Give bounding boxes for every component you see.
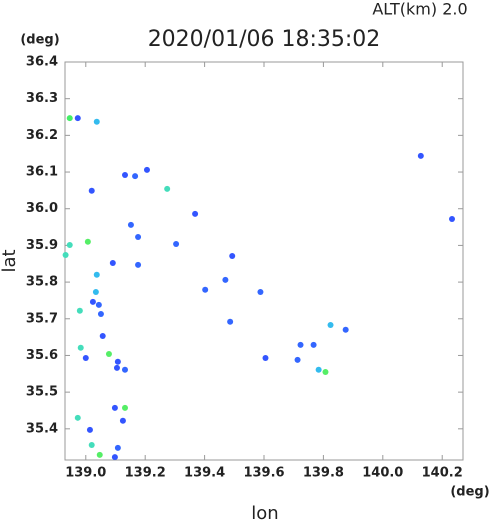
echo-point: [121, 366, 128, 373]
x-tick-label: 140.2: [422, 466, 463, 481]
echo-point: [192, 210, 199, 217]
echo-point: [66, 115, 73, 122]
echo-point: [114, 358, 121, 365]
echo-point: [297, 341, 304, 348]
x-tick-label: 139.4: [184, 466, 225, 481]
echo-point: [96, 451, 103, 458]
echo-point: [88, 441, 95, 448]
echo-point: [315, 366, 322, 373]
y-tick-label: 35.4: [26, 421, 58, 436]
y-tick-label: 36.0: [26, 201, 58, 216]
echo-point: [143, 166, 150, 173]
echo-point: [86, 426, 93, 433]
echo-point: [92, 288, 99, 295]
echo-point: [105, 350, 112, 357]
echo-point: [93, 118, 100, 125]
echo-point: [66, 242, 73, 249]
chart-title: 2020/01/06 18:35:02: [148, 27, 381, 52]
echo-point: [109, 260, 116, 267]
echo-point: [310, 341, 317, 348]
echo-point: [449, 215, 456, 222]
echo-point: [229, 253, 236, 260]
echo-point: [227, 318, 234, 325]
y-tick-label: 35.5: [26, 385, 58, 400]
x-axis-label: lon: [251, 503, 278, 521]
x-tick-label: 139.8: [303, 466, 344, 481]
x-tick-label: 139.2: [125, 466, 166, 481]
x-tick-label: 139.0: [65, 466, 106, 481]
plot-frame: [64, 61, 464, 461]
echo-point: [262, 355, 269, 362]
y-tick-label: 36.4: [26, 55, 58, 70]
echo-point: [135, 233, 142, 240]
echo-point: [119, 417, 126, 424]
echo-point: [294, 356, 301, 363]
altitude-label: ALT(km) 2.0: [372, 0, 467, 19]
echo-point: [164, 185, 171, 192]
echo-point: [121, 404, 128, 411]
x-tick-label: 139.6: [243, 466, 284, 481]
echo-point: [202, 286, 209, 293]
echo-point: [327, 322, 334, 329]
echo-point: [88, 187, 95, 194]
echo-point: [62, 251, 69, 258]
echo-point: [99, 333, 106, 340]
x-unit: (deg): [450, 485, 489, 500]
x-tick-label: 140.0: [362, 466, 403, 481]
echo-point: [74, 414, 81, 421]
y-tick-label: 35.6: [26, 348, 58, 363]
echo-point: [95, 301, 102, 308]
echo-point: [77, 344, 84, 351]
y-tick-label: 36.3: [26, 91, 58, 106]
y-unit: (deg): [20, 33, 59, 48]
echo-point: [132, 173, 139, 180]
echo-point: [82, 355, 89, 362]
echo-point: [111, 404, 118, 411]
y-axis-label: lat: [0, 249, 20, 272]
echo-point: [342, 326, 349, 333]
y-tick-label: 35.8: [26, 275, 58, 290]
echo-point: [113, 364, 120, 371]
echo-point: [322, 368, 329, 375]
echo-point: [74, 115, 81, 122]
y-tick-label: 36.1: [26, 165, 58, 180]
echo-point: [127, 221, 134, 228]
y-tick-label: 35.9: [26, 238, 58, 253]
echo-point: [114, 444, 121, 451]
echo-point: [76, 307, 83, 314]
y-tick-label: 36.2: [26, 128, 58, 143]
echo-point: [111, 454, 118, 461]
echo-point: [135, 261, 142, 268]
echo-point: [222, 276, 229, 283]
echo-point: [417, 152, 424, 159]
echo-point: [97, 311, 104, 318]
echo-point: [89, 298, 96, 305]
echo-point: [257, 288, 264, 295]
echo-point: [84, 238, 91, 245]
echo-point: [173, 240, 180, 247]
y-tick-label: 35.7: [26, 311, 58, 326]
echo-point: [121, 171, 128, 178]
echo-point: [93, 271, 100, 278]
